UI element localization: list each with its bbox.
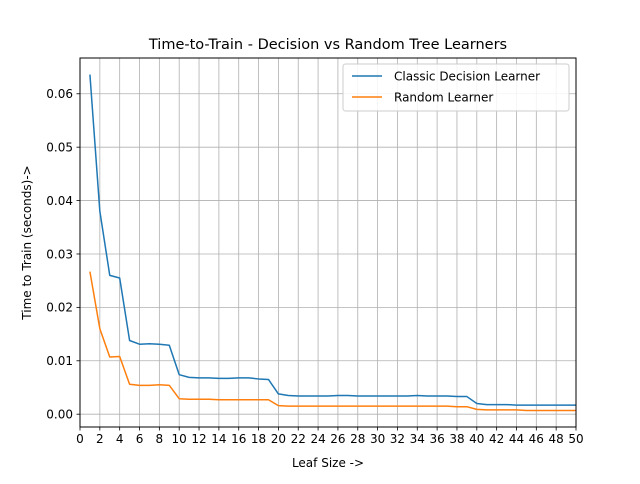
x-tick-label: 14 bbox=[211, 432, 226, 446]
x-tick-label: 2 bbox=[96, 432, 104, 446]
x-tick-label: 6 bbox=[136, 432, 144, 446]
y-axis-ticks: 0.00 0.01 0.02 0.03 0.04 0.05 0.06 bbox=[46, 87, 80, 421]
x-tick-label: 40 bbox=[469, 432, 484, 446]
x-tick-label: 0 bbox=[76, 432, 84, 446]
y-axis-label: Time to Train (seconds)-> bbox=[20, 165, 34, 320]
x-tick-label: 32 bbox=[390, 432, 405, 446]
x-tick-label: 46 bbox=[529, 432, 544, 446]
x-tick-label: 8 bbox=[156, 432, 164, 446]
series-line-classic-decision-learner bbox=[89, 74, 576, 406]
x-tick-label: 20 bbox=[271, 432, 286, 446]
grid bbox=[79, 58, 577, 427]
x-tick-label: 10 bbox=[172, 432, 187, 446]
legend-box bbox=[342, 63, 570, 112]
y-tick-label: 0.01 bbox=[46, 354, 73, 368]
x-tick-label: 34 bbox=[410, 432, 425, 446]
legend: Classic Decision Learner Random Learner bbox=[342, 63, 570, 112]
chart-title: Time-to-Train - Decision vs Random Tree … bbox=[148, 37, 507, 53]
x-tick-label: 24 bbox=[310, 432, 325, 446]
plot-frame bbox=[79, 57, 577, 428]
y-tick-label: 0.02 bbox=[46, 301, 73, 315]
y-tick-label: 0.06 bbox=[46, 87, 73, 101]
x-tick-label: 22 bbox=[291, 432, 306, 446]
plot-series bbox=[89, 74, 576, 412]
x-tick-label: 44 bbox=[509, 432, 524, 446]
x-tick-label: 4 bbox=[116, 432, 124, 446]
x-axis-label: Leaf Size -> bbox=[292, 456, 364, 470]
x-tick-label: 38 bbox=[449, 432, 464, 446]
x-tick-label: 30 bbox=[370, 432, 385, 446]
x-tick-label: 50 bbox=[568, 432, 583, 446]
x-tick-label: 28 bbox=[350, 432, 365, 446]
x-axis-ticks: 0 2 4 6 8 10 12 14 16 18 20 22 24 26 28 30 32 34 36 38 40 42 4… bbox=[76, 427, 584, 446]
y-tick-label: 0.05 bbox=[46, 140, 73, 154]
x-tick-label: 16 bbox=[231, 432, 246, 446]
x-tick-label: 12 bbox=[191, 432, 206, 446]
x-tick-label: 48 bbox=[549, 432, 564, 446]
x-tick-label: 42 bbox=[489, 432, 504, 446]
legend-label-classic-decision-learner: Classic Decision Learner bbox=[394, 70, 540, 84]
legend-label-random-learner: Random Learner bbox=[394, 91, 493, 105]
y-tick-label: 0.04 bbox=[46, 194, 73, 208]
x-tick-label: 36 bbox=[429, 432, 444, 446]
x-tick-label: 18 bbox=[251, 432, 266, 446]
series-line-random-learner bbox=[89, 271, 576, 412]
x-tick-label: 26 bbox=[330, 432, 345, 446]
y-tick-label: 0.03 bbox=[46, 247, 73, 261]
y-tick-label: 0.00 bbox=[46, 407, 73, 421]
